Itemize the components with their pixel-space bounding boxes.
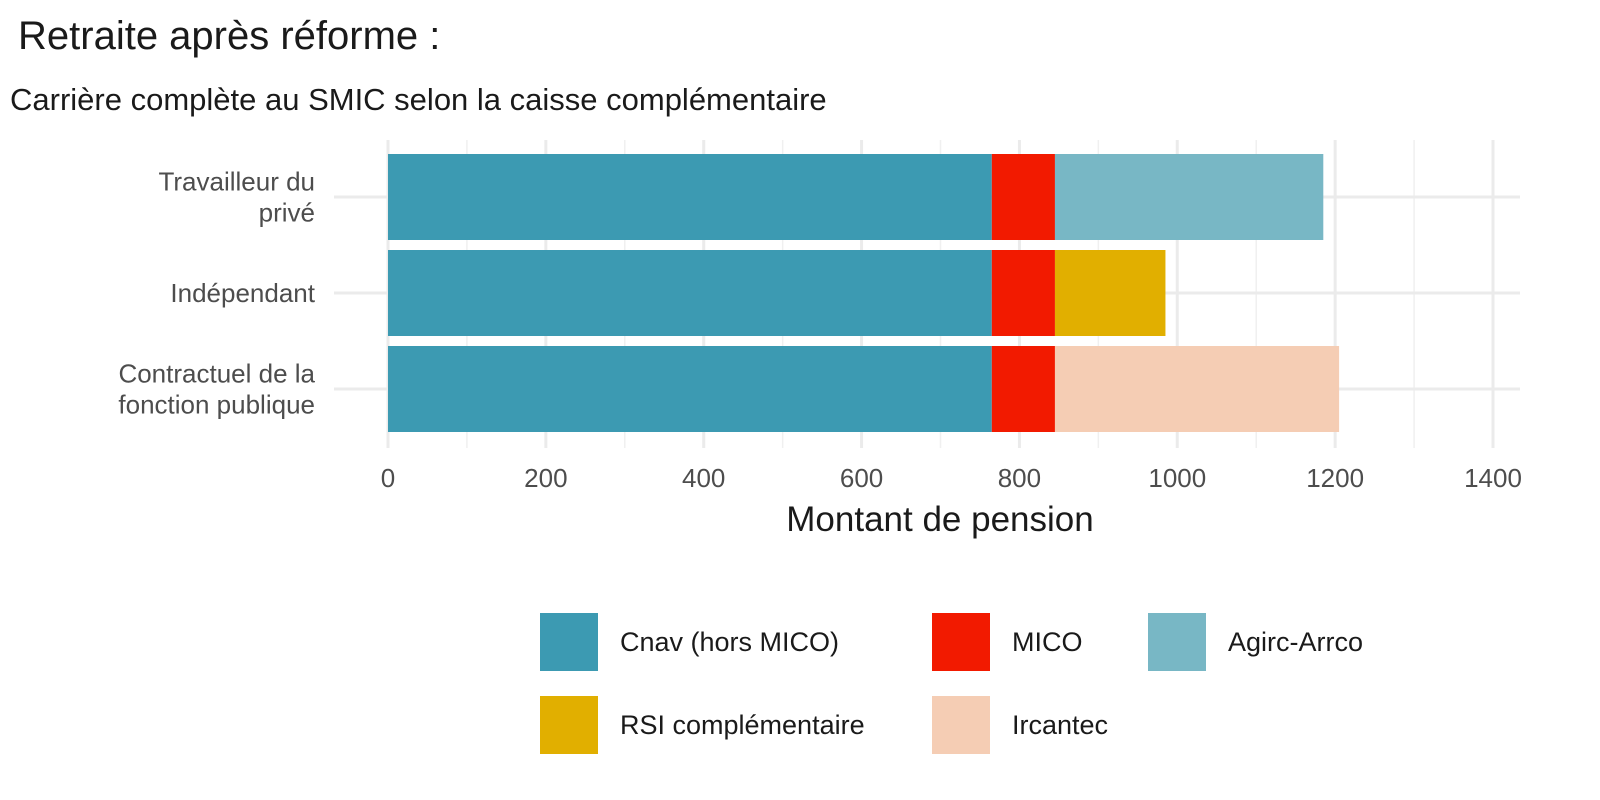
x-tick-label: 600: [840, 463, 883, 493]
bar-1-1: [991, 250, 1055, 336]
x-tick-label: 400: [682, 463, 725, 493]
legend-key-cnav: [540, 613, 598, 671]
x-tick-label: 1000: [1148, 463, 1206, 493]
x-tick-label: 200: [524, 463, 567, 493]
legend-key-rsi: [540, 696, 598, 754]
legend-label-rsi: RSI complémentaire: [620, 709, 865, 740]
legend-item-rsi: RSI complémentaire: [540, 695, 865, 755]
bar-2-1: [991, 346, 1055, 432]
legend-item-ircantec: Ircantec: [932, 695, 1108, 755]
legend-item-agirc-arrco: Agirc-Arrco: [1148, 612, 1363, 672]
bar-1-3: [1054, 250, 1166, 336]
legend-label-mico: MICO: [1012, 626, 1083, 657]
legend-key-mico: [932, 613, 990, 671]
legend-label-ircantec: Ircantec: [1012, 709, 1109, 740]
chart-plot: 0 200 400 600 800 1000 1200 1400 Travailleur dup…: [118, 140, 1522, 539]
bar-0-1: [991, 154, 1055, 240]
x-tick-label: 1400: [1464, 463, 1522, 493]
y-category-label: Contractuel de la: [118, 359, 315, 389]
bar-2-4: [1054, 346, 1340, 432]
x-tick-label: 1200: [1306, 463, 1364, 493]
x-tick-label: 0: [381, 463, 395, 493]
y-category-label: fonction publique: [118, 390, 315, 420]
legend-item-cnav: Cnav (hors MICO): [540, 612, 839, 672]
bar-1-0: [388, 250, 992, 336]
x-axis-title: Montant de pension: [786, 500, 1093, 539]
chart-subtitle: Carrière complète au SMIC selon la caiss…: [10, 82, 827, 117]
legend-key-agirc-arrco: [1148, 613, 1206, 671]
y-category-label: privé: [259, 198, 315, 228]
legend-key-ircantec: [932, 696, 990, 754]
bar-2-0: [388, 346, 992, 432]
legend-item-mico: MICO: [932, 612, 1083, 672]
bar-0-2: [1054, 154, 1324, 240]
legend: Cnav (hors MICO) MICO Agirc-Arrco RSI co…: [540, 612, 1440, 772]
chart-title: Retraite après réforme :: [18, 14, 441, 58]
x-tick-label: 800: [998, 463, 1041, 493]
y-category-label: Travailleur du: [158, 167, 315, 197]
legend-label-agirc-arrco: Agirc-Arrco: [1228, 626, 1364, 657]
y-category-label: Indépendant: [170, 278, 315, 308]
legend-label-cnav: Cnav (hors MICO): [620, 626, 840, 657]
bar-0-0: [388, 154, 992, 240]
